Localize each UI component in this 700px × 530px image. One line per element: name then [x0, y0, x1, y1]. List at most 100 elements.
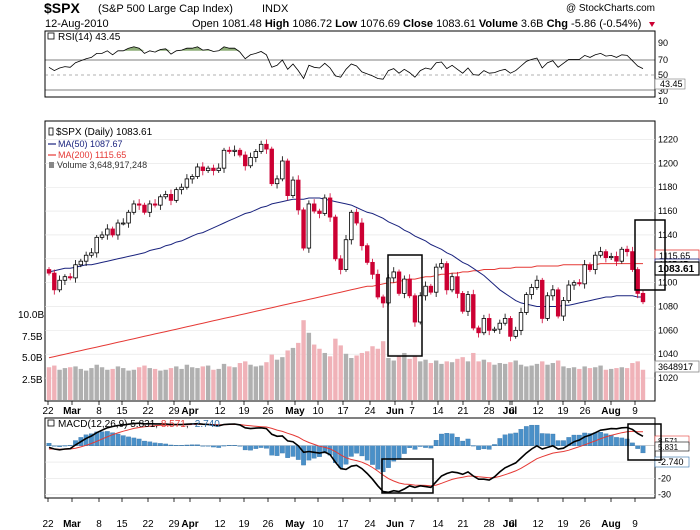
axis-label: 17: [337, 406, 349, 417]
candle-body: [370, 261, 375, 275]
candle-body: [189, 176, 195, 180]
volume-bar: [121, 368, 126, 400]
rsi-overbought-fill: [49, 46, 643, 51]
macd-histogram-bar: [338, 445, 344, 468]
candle-body: [402, 278, 407, 294]
macd-histogram-bar: [168, 444, 174, 446]
candle-body: [269, 148, 274, 185]
volume-bar: [598, 365, 603, 400]
axis-label: 22: [142, 519, 154, 530]
candle-body: [412, 295, 418, 323]
axis-label: May: [285, 406, 305, 417]
macd-histogram-bar: [375, 445, 381, 470]
candle-body: [471, 294, 476, 329]
candle-body: [359, 222, 365, 247]
chart-security-name: (S&P 500 Large Cap Index): [98, 3, 233, 15]
macd-histogram-bar: [529, 424, 534, 446]
volume-bar: [513, 360, 518, 400]
candle-body: [365, 245, 370, 263]
volume-bar: [508, 362, 513, 400]
volume-bar: [571, 367, 577, 400]
volume-bar: [248, 364, 253, 400]
macd-histogram-bar: [205, 445, 211, 447]
candle-body: [274, 178, 280, 185]
candle-body: [518, 312, 524, 331]
volume-bar: [555, 360, 561, 400]
macd-histogram-bar: [476, 445, 481, 450]
ma200-tag-label: 1115.65: [659, 251, 690, 261]
macd-histogram-bar: [391, 445, 397, 462]
macd-histogram-bar: [147, 441, 153, 446]
candle-body: [46, 269, 52, 274]
candle-body: [195, 166, 200, 177]
candle-body: [131, 203, 137, 213]
macd-histogram-bar: [211, 445, 216, 448]
macd-histogram-bar: [57, 445, 62, 447]
volume-bar: [338, 345, 343, 400]
candle-body: [73, 264, 78, 279]
macd-histogram-bar: [587, 433, 593, 446]
macd-highlight-box-june: [381, 458, 434, 494]
candle-body: [317, 210, 322, 214]
candle-body: [524, 294, 529, 313]
macd-histogram-bar: [497, 438, 503, 446]
candle-body: [333, 216, 338, 260]
macd-histogram-bar: [359, 445, 365, 457]
macd-histogram-bar: [173, 445, 179, 446]
volume-bar: [540, 361, 545, 400]
volume-bar: [423, 359, 428, 400]
volume-bar: [391, 360, 396, 400]
macd-histogram-bar: [67, 445, 73, 446]
macd-histogram-bar: [280, 445, 285, 454]
macd-histogram-bar: [401, 445, 407, 454]
price-panel: $SPX (Daily) 1083.61 MA(50) 1087.67 MA(2…: [18, 120, 700, 402]
macd-histogram-bar: [513, 432, 519, 446]
volume-bar: [301, 320, 306, 400]
candle-body: [174, 189, 179, 201]
macd-histogram-bar: [322, 445, 328, 454]
volume-bar: [237, 363, 243, 400]
macd-histogram-bar: [619, 437, 625, 446]
macd-histogram-bar: [396, 445, 402, 460]
volume-bar: [343, 353, 349, 400]
volume-bar: [62, 368, 68, 400]
candle-body: [561, 300, 566, 317]
macd-histogram-bar: [508, 433, 513, 446]
macd-histogram-bar: [158, 443, 163, 446]
macd-histogram-bar: [184, 444, 190, 446]
volume-bar: [497, 363, 503, 400]
macd-histogram-bar: [120, 435, 126, 446]
candle-body: [105, 228, 110, 236]
price-tick-label: 1220: [658, 135, 678, 145]
macd-histogram-bar: [364, 445, 370, 461]
volume-bar: [386, 358, 391, 400]
candle-body: [508, 318, 513, 337]
candle-body: [237, 149, 243, 156]
volume-bar: [221, 363, 227, 400]
candle-body: [83, 254, 89, 262]
volume-bar: [163, 369, 168, 400]
macd-histogram-bar: [502, 434, 508, 446]
axis-label: 28: [483, 519, 495, 530]
axis-label: 21: [457, 519, 469, 530]
down-arrow-icon: [649, 22, 655, 27]
candle-body: [433, 266, 439, 293]
volume-bar: [524, 366, 529, 400]
volume-bar: [68, 367, 73, 400]
macd-hist-tag: [654, 456, 690, 468]
volume-bar: [126, 370, 131, 400]
volume-bar: [195, 368, 200, 400]
volume-tick-10b: 10.0B: [18, 310, 44, 321]
candle-body: [449, 276, 455, 291]
candle-body: [608, 256, 614, 259]
candle-body: [534, 279, 540, 288]
candle-body: [354, 211, 359, 224]
volume-bar: [593, 367, 598, 400]
macd-histogram-bar: [126, 436, 131, 446]
candle-body: [349, 211, 354, 241]
volume-bar: [174, 366, 179, 400]
macd-histogram-bar: [492, 444, 497, 446]
macd-highlight-box-august: [627, 423, 662, 461]
macd-histogram-bar: [449, 433, 455, 446]
candle-body: [306, 203, 312, 249]
